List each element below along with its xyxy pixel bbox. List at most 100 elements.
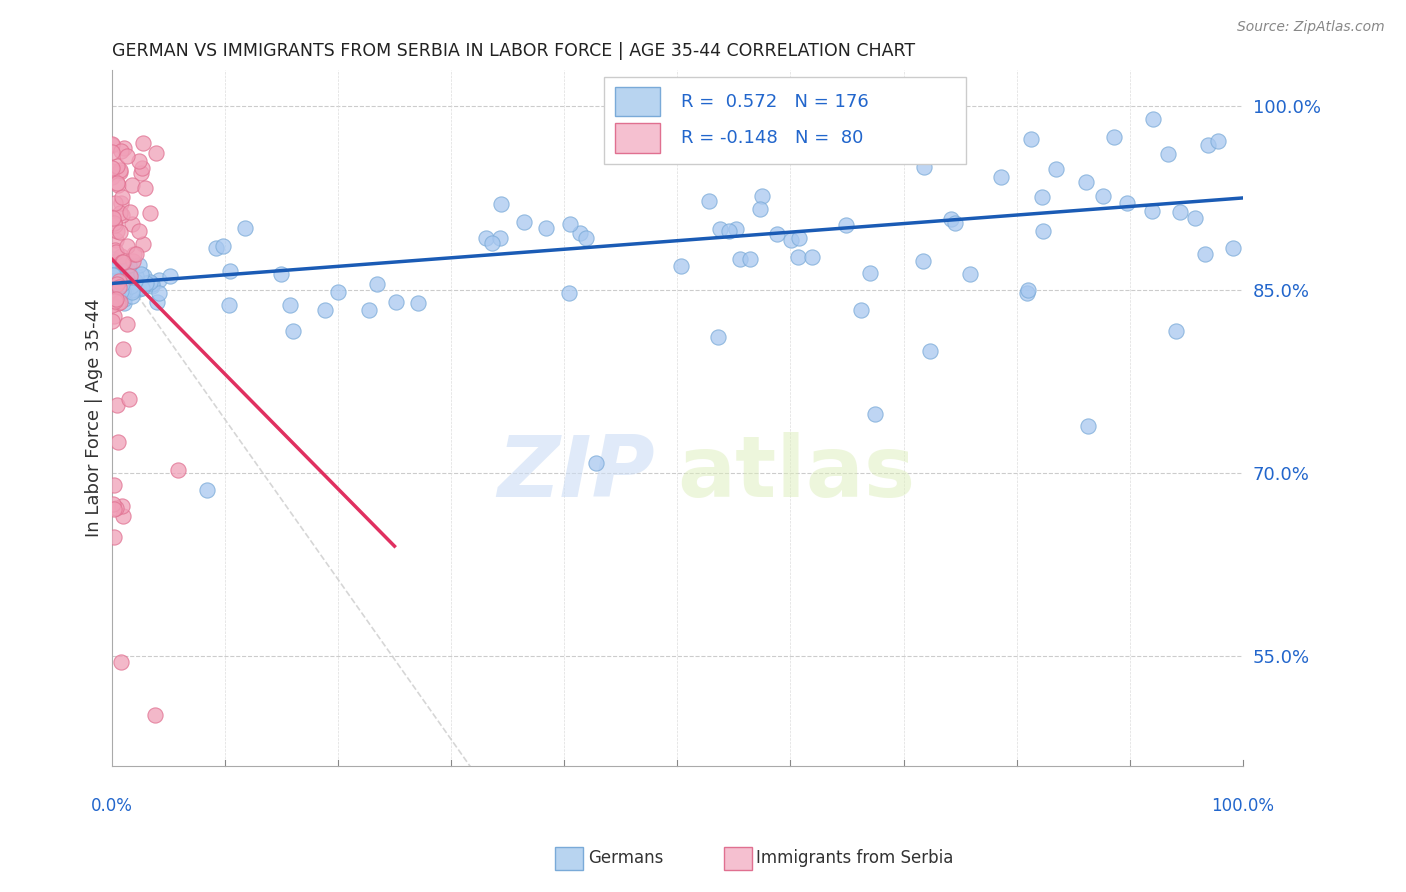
Point <box>148 273 170 287</box>
Point <box>105 159 128 173</box>
Point <box>103 216 125 230</box>
Point <box>104 272 127 286</box>
Point <box>112 258 135 272</box>
Point <box>103 277 125 291</box>
Point <box>669 259 692 273</box>
Point <box>112 292 135 306</box>
Point <box>1156 146 1178 161</box>
Point <box>107 284 129 298</box>
Point <box>128 281 150 295</box>
Point <box>115 285 138 300</box>
Point <box>131 281 153 295</box>
Point <box>108 273 131 287</box>
Point <box>233 221 256 235</box>
Point <box>104 243 127 257</box>
FancyBboxPatch shape <box>603 77 966 163</box>
Point <box>103 309 125 323</box>
Point <box>863 407 886 421</box>
Point <box>918 118 941 132</box>
Point <box>751 189 773 203</box>
Point <box>105 224 128 238</box>
Point <box>121 218 143 232</box>
Point <box>117 278 139 293</box>
Point <box>1076 175 1098 189</box>
Point <box>112 278 135 293</box>
Point <box>851 303 873 318</box>
Point <box>105 283 128 297</box>
Point <box>786 250 808 264</box>
Point <box>115 317 138 331</box>
Point <box>124 274 146 288</box>
Point <box>585 456 607 470</box>
Point <box>101 274 124 288</box>
Point <box>1017 283 1039 297</box>
Point <box>278 298 301 312</box>
Point <box>103 268 125 283</box>
Point <box>107 295 129 310</box>
Point <box>1045 162 1067 177</box>
Point <box>103 211 125 226</box>
Point <box>103 278 125 293</box>
Point <box>108 206 131 220</box>
Point <box>134 181 156 195</box>
Point <box>110 249 132 263</box>
Point <box>100 170 122 185</box>
Point <box>104 292 127 306</box>
Point <box>105 501 128 516</box>
Point <box>101 298 124 312</box>
Point <box>107 178 129 193</box>
Point <box>110 272 132 286</box>
Point <box>111 499 134 513</box>
Point <box>827 148 849 162</box>
Point <box>167 463 190 477</box>
Point <box>118 205 141 219</box>
Point <box>107 434 129 449</box>
Point <box>939 212 962 227</box>
Point <box>219 264 242 278</box>
Point <box>101 145 124 160</box>
Point <box>112 342 135 356</box>
Point <box>105 268 128 283</box>
Point <box>121 280 143 294</box>
Point <box>105 291 128 305</box>
Point <box>101 138 124 153</box>
Point <box>110 655 132 669</box>
Point <box>103 275 125 289</box>
Point <box>146 295 169 310</box>
Text: 100.0%: 100.0% <box>1212 797 1274 814</box>
Text: 0.0%: 0.0% <box>91 797 132 814</box>
Point <box>912 253 935 268</box>
Point <box>103 273 125 287</box>
Point <box>101 211 124 225</box>
Point <box>117 239 139 253</box>
Point <box>1194 247 1216 261</box>
Point <box>101 274 124 288</box>
Point <box>1222 241 1244 255</box>
Point <box>101 497 124 511</box>
Point <box>406 295 429 310</box>
Point <box>103 530 125 544</box>
Point <box>104 268 127 283</box>
Point <box>630 146 652 161</box>
Point <box>707 330 730 344</box>
Point <box>101 136 124 151</box>
Point <box>1102 129 1125 144</box>
Point <box>111 279 134 293</box>
Text: ZIP: ZIP <box>498 432 655 515</box>
Point <box>128 224 150 238</box>
Point <box>111 270 134 285</box>
Point <box>105 274 128 288</box>
Y-axis label: In Labor Force | Age 35-44: In Labor Force | Age 35-44 <box>86 299 103 537</box>
Point <box>110 285 132 299</box>
Point <box>644 99 666 113</box>
Point <box>108 273 131 287</box>
Point <box>118 392 141 407</box>
Point <box>117 258 139 272</box>
Point <box>118 276 141 290</box>
Point <box>1031 190 1053 204</box>
Point <box>104 271 127 285</box>
Point <box>1164 324 1187 338</box>
Point <box>1140 204 1163 219</box>
Point <box>103 274 125 288</box>
Point <box>107 288 129 302</box>
